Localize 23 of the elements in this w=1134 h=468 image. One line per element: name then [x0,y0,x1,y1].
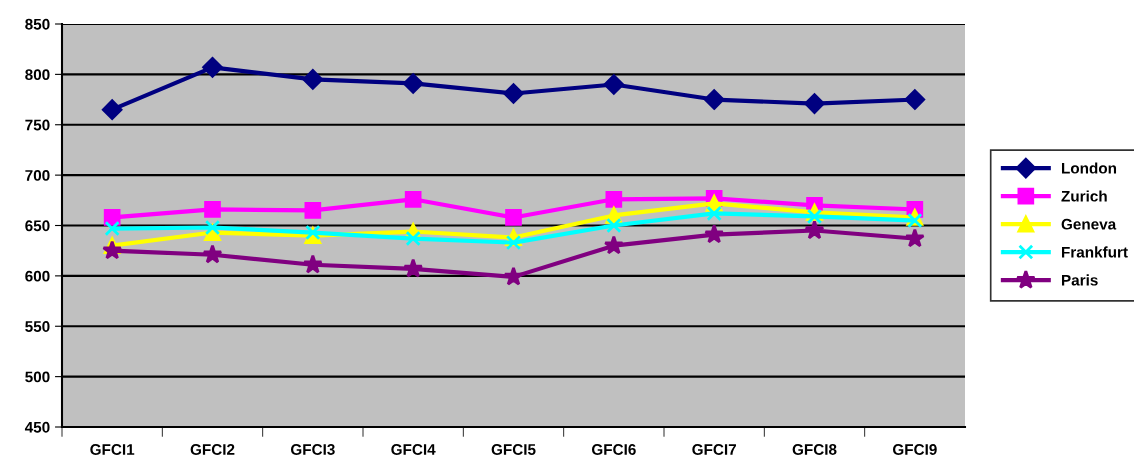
y-tick-label: 450 [24,421,50,433]
x-tick-label: GFCI1 [90,444,135,455]
x-tick-label: GFCI6 [591,444,636,455]
y-tick-label: 850 [25,18,50,30]
x-tick-label: GFCI4 [391,444,436,455]
x-tick-label: GFCI9 [892,444,937,455]
x-tick-label: GFCI7 [692,444,736,455]
y-tick-label: 600 [25,270,50,282]
y-tick-label: 550 [25,321,50,332]
x-tick-label: GFCI2 [190,444,235,455]
legend-label: Frankfurt [1062,246,1128,258]
y-tick-label: 650 [25,220,50,232]
legend-label: Geneva [1061,218,1117,230]
y-tick-label: 800 [25,69,50,81]
x-tick-label: GFCI3 [290,444,335,455]
y-tick-label: 500 [25,371,50,383]
legend-label: London [1062,162,1117,174]
y-tick-label: 700 [25,169,50,181]
legend-label: Paris [1062,274,1098,286]
x-tick-label: GFCI8 [792,444,837,455]
x-tick-label: GFCI5 [491,444,536,455]
legend-label: Zurich [1061,190,1107,202]
y-tick-label: 750 [25,119,50,131]
